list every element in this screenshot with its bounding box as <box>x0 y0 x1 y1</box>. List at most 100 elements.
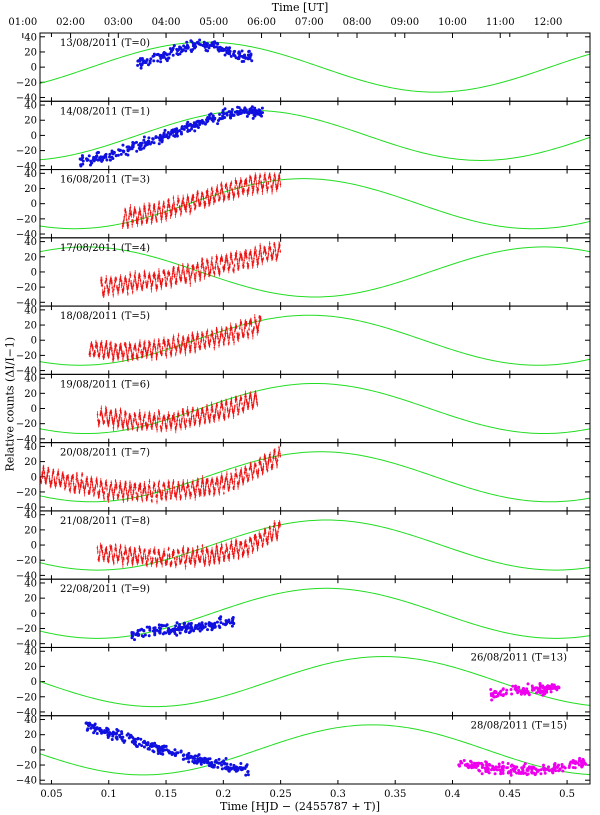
data-point <box>238 333 240 336</box>
data-point <box>171 422 173 424</box>
data-series-blue <box>78 105 264 168</box>
model-curve <box>40 41 590 93</box>
data-point <box>229 478 232 481</box>
data-point <box>173 339 175 342</box>
data-point <box>173 413 175 416</box>
data-point <box>248 109 252 113</box>
data-point <box>69 487 72 489</box>
data-point <box>168 487 171 490</box>
data-point <box>227 336 229 339</box>
data-point <box>215 335 217 338</box>
data-point <box>60 481 63 484</box>
data-point <box>151 353 154 355</box>
data-point <box>106 347 108 350</box>
panel-label: 20/08/2011 (T=7) <box>60 448 150 459</box>
data-point <box>240 472 243 474</box>
data-point <box>237 51 241 55</box>
data-point <box>168 132 172 136</box>
data-point <box>229 116 233 120</box>
data-point <box>149 275 151 277</box>
data-point <box>180 426 182 428</box>
data-point <box>213 492 216 494</box>
data-point <box>257 257 260 260</box>
data-point <box>188 275 191 277</box>
data-point <box>175 280 178 283</box>
data-point <box>226 473 228 475</box>
data-point <box>252 476 254 479</box>
data-point <box>115 344 118 347</box>
data-point <box>151 423 154 425</box>
data-point <box>221 259 224 262</box>
data-point <box>182 264 184 267</box>
data-point <box>156 347 159 349</box>
data-point <box>251 260 253 263</box>
data-point <box>265 252 267 254</box>
data-point <box>279 250 282 253</box>
data-point <box>225 477 228 480</box>
data-point <box>219 191 222 194</box>
data-point <box>141 221 144 223</box>
data-point <box>256 258 258 261</box>
data-point <box>246 256 248 259</box>
data-point <box>240 322 243 325</box>
data-point <box>253 106 257 110</box>
data-point <box>270 460 272 462</box>
data-point <box>167 56 171 60</box>
data-point <box>137 349 140 351</box>
data-point <box>143 274 145 277</box>
data-point <box>236 112 240 116</box>
data-point <box>230 107 234 111</box>
data-point <box>139 213 142 216</box>
data-point <box>190 340 193 343</box>
data-point <box>279 183 282 186</box>
data-point <box>178 487 181 489</box>
data-point <box>132 354 135 356</box>
data-point <box>176 49 180 53</box>
data-point <box>164 211 167 214</box>
data-point <box>269 173 271 176</box>
data-point <box>142 138 146 142</box>
data-point <box>40 480 43 483</box>
y-tick-label: −40 <box>16 571 37 582</box>
data-point <box>152 141 156 145</box>
data-point <box>212 45 216 49</box>
data-point <box>258 113 262 117</box>
data-point <box>185 425 187 427</box>
data-point <box>154 278 157 281</box>
model-curve <box>40 314 590 366</box>
data-point <box>238 402 241 405</box>
data-point <box>176 423 178 425</box>
data-point <box>210 194 212 196</box>
data-point <box>153 340 156 342</box>
data-point <box>207 339 210 342</box>
data-point <box>43 471 46 474</box>
data-point <box>252 189 255 192</box>
data-point <box>171 53 175 57</box>
data-point <box>222 112 226 116</box>
data-point <box>205 410 208 412</box>
data-point <box>229 408 231 411</box>
data-point <box>279 452 281 455</box>
data-point <box>129 211 132 213</box>
data-point <box>212 190 214 193</box>
data-point <box>180 348 183 350</box>
data-point <box>125 214 127 216</box>
data-point <box>207 261 209 264</box>
data-point <box>181 49 185 53</box>
data-point <box>262 251 265 254</box>
data-point <box>195 200 197 202</box>
data-point <box>122 499 125 501</box>
y-tick-label: 20 <box>24 252 37 263</box>
data-point <box>199 345 202 348</box>
data-point <box>136 63 140 67</box>
data-point <box>161 491 164 494</box>
model-curve <box>40 382 590 435</box>
data-point <box>187 197 190 199</box>
data-point <box>222 115 226 119</box>
data-point <box>164 492 167 495</box>
data-point <box>142 351 144 353</box>
data-point <box>102 494 105 497</box>
data-point <box>163 206 166 208</box>
data-point <box>247 50 251 54</box>
data-point <box>248 402 250 404</box>
